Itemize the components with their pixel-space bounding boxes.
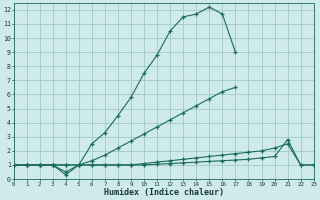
X-axis label: Humidex (Indice chaleur): Humidex (Indice chaleur) [104,188,224,197]
